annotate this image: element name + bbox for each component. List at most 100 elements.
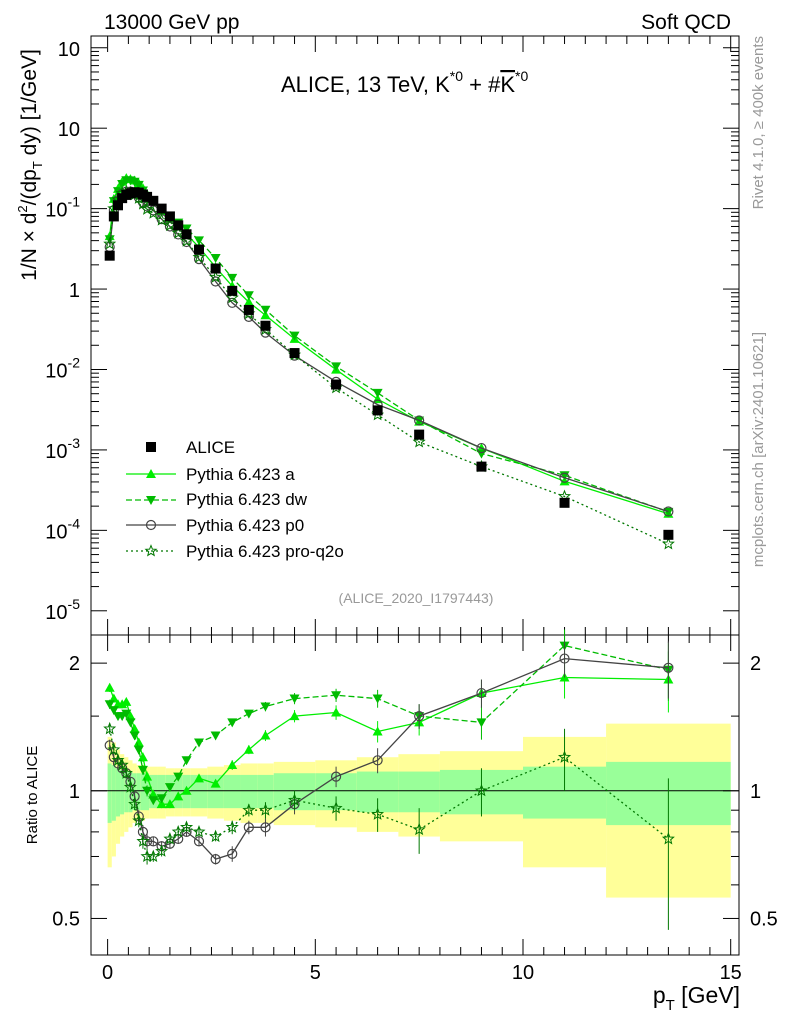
stat-uncertainty-band-bin [120,769,125,815]
ratio-point-q2o [155,844,169,857]
ratio-point-p0 [330,771,342,782]
legend-label-dw: Pythia 6.423 dw [186,490,308,509]
y-tick-mantissa: 10 [45,360,67,382]
data-marks [103,173,675,930]
ratio-point-dw [121,709,132,719]
stat-uncertainty-band-bin [223,774,241,809]
point-dw [210,254,221,264]
y-tick-mantissa: 10 [58,119,80,141]
title-mid: + # [463,72,501,97]
ratio-tick-label: 1 [69,781,80,803]
ratio-point-p0 [372,755,383,766]
mcplots-label: mcplots.cern.ch [arXiv:2401.10621] [750,332,767,567]
ratio-point-dw [181,756,192,766]
legend-marker-a [146,469,156,478]
y-tick-label: 10-4 [45,515,80,543]
y-tick-mantissa: 1 [69,280,80,302]
y-tick-label: 10-1 [45,194,80,222]
ratio-point-dw [137,765,148,775]
y-label-a: 1/N × d [18,213,41,281]
ratio-point-q2o [329,801,343,814]
legend-marker-q2o [144,544,158,557]
stat-uncertainty-band-bin [115,768,121,817]
ratio-point-q2o [136,834,150,847]
point-p0 [663,506,674,517]
point-alice [194,244,204,255]
ratio-point-q2o [371,807,385,820]
ratio-point-dw [331,691,342,701]
ratio-point-q2o [558,750,572,763]
point-alice [476,461,487,472]
ratio-point-a [117,699,128,709]
ratio-point-q2o [474,783,488,797]
legend-label-alice: ALICE [186,438,235,457]
ratio-point-a [210,778,221,788]
stat-uncertainty-band-bin [107,763,112,823]
point-p0 [414,415,425,426]
ratio-point-a [227,760,238,770]
point-alice [227,285,238,296]
x-tick-label: 5 [310,962,321,984]
point-p0 [210,276,221,287]
point-q2o [661,537,675,550]
point-q2o [140,202,154,215]
header-collision: 13000 GeV pp [104,11,239,34]
ratio-point-dw [260,702,271,712]
ratio-tick-label-right: 2 [750,653,761,675]
ratio-point-q2o [192,825,206,838]
point-q2o [192,250,206,263]
y-tick-exponent: -5 [68,596,81,612]
y-label-sub: T [30,161,45,169]
y-tick-mantissa: 10 [58,39,80,61]
point-alice [243,304,254,315]
point-alice [414,429,425,440]
legend-marker-p0 [145,519,157,531]
point-alice [210,263,221,274]
legend: ALICE Pythia 6.423 a Pythia 6.423 dw Pyt… [126,438,344,561]
ratio-point-q2o [119,766,133,779]
ratio-point-p0 [260,822,271,833]
y-tick-mantissa: 10 [45,602,67,624]
ratio-point-p0 [476,687,487,699]
x-tick-label: 0 [102,962,113,984]
point-q2o [412,435,426,448]
x-tick-label: 10 [512,962,534,984]
ratio-point-a [104,682,115,692]
ratio-point-q2o [103,721,117,735]
point-q2o [225,290,239,304]
ratio-point-p0 [414,711,425,722]
legend-marker-alice [146,442,156,452]
stat-uncertainty-band-bin [398,771,440,813]
y-tick-label: 10 [58,119,80,141]
ratio-point-a [173,791,184,801]
point-alice [104,250,115,261]
x-label-p: p [653,982,666,1008]
ratio-point-a [164,799,175,809]
point-a [243,297,254,307]
title-main: ALICE, 13 TeV, K [281,72,450,97]
y-tick-exponent: -1 [68,194,81,210]
ratio-point-dw [372,694,383,704]
point-q2o [209,270,223,283]
ratio-point-q2o [225,820,239,833]
ratio-point-dw [173,772,184,782]
ratio-point-p0 [193,836,205,847]
title-kbar: K [500,72,515,97]
ratio-point-dw [243,709,254,719]
point-p0 [193,254,205,265]
ratio-point-dw [148,796,159,806]
point-alice [173,220,184,231]
ratio-point-q2o [123,780,137,793]
point-alice [559,497,570,508]
y-tick-label: 10-2 [45,354,80,382]
y-tick-label: 1 [69,280,80,302]
ratio-point-dw [142,786,153,796]
point-q2o [136,197,150,210]
ratio-point-dw [194,738,204,748]
x-label-unit: [GeV] [675,982,740,1008]
point-dw [227,273,238,283]
ratio-point-dw [476,718,487,728]
ratio-point-a [289,711,300,721]
ratio-point-dw [125,718,136,728]
series-line-a [109,177,669,515]
